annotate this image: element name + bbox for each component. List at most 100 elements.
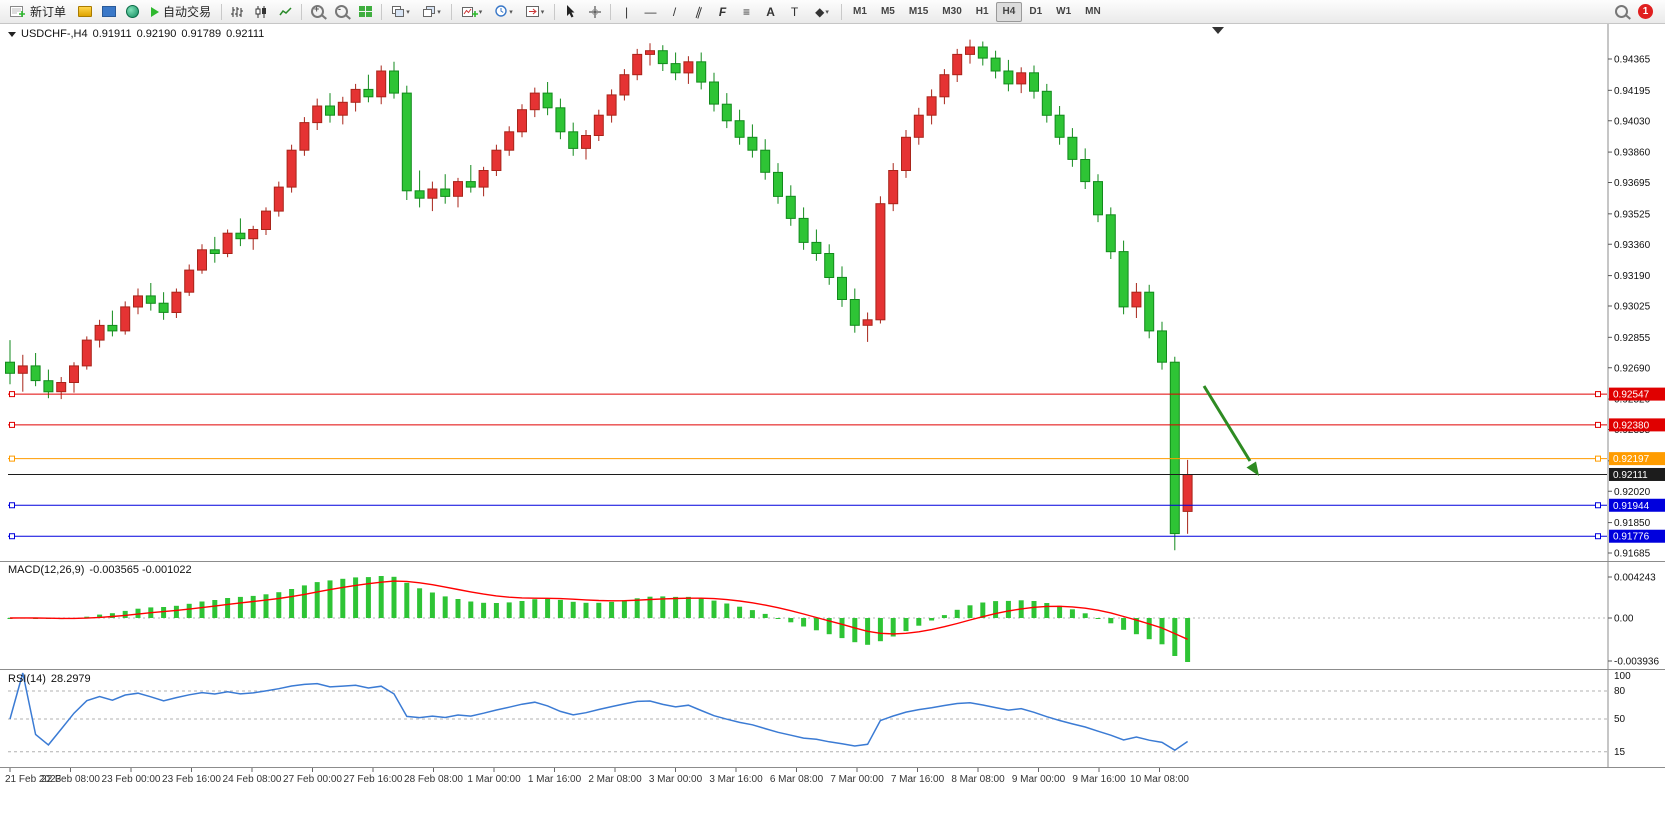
timeframe-m30-button[interactable]: M30 [935, 2, 968, 22]
text-button[interactable]: A [759, 2, 782, 22]
macd-bar [980, 602, 986, 618]
candlestick-icon [255, 5, 267, 18]
notification-badge[interactable]: 1 [1638, 4, 1653, 19]
macd-values: -0.003565 -0.001022 [89, 564, 192, 576]
channel-button[interactable]: ∥ [687, 2, 710, 22]
candle-body [1003, 70, 1014, 85]
candle-body [184, 269, 195, 293]
zoom-out-button[interactable]: - [330, 2, 353, 22]
line-chart-button[interactable] [274, 2, 297, 22]
timeframe-h1-button[interactable]: H1 [969, 2, 996, 22]
candle-body [529, 92, 540, 111]
chevron-down-icon: ▾ [406, 8, 410, 16]
ohlc-high: 0.92190 [136, 28, 177, 40]
line-handle[interactable] [1595, 502, 1601, 509]
ohlc-open: 0.91911 [92, 28, 132, 40]
label-button[interactable]: T [783, 2, 806, 22]
horizontal-line-button[interactable]: — [639, 2, 662, 22]
chart-shift-marker[interactable] [1212, 27, 1224, 34]
symbol-dropdown-icon[interactable] [8, 31, 16, 37]
candle-body [619, 74, 630, 96]
trend-arrow-object[interactable] [1202, 385, 1252, 462]
line-handle[interactable] [9, 533, 15, 540]
shapes-button[interactable]: ◆ ▾ [807, 2, 837, 22]
line-handle[interactable] [1595, 533, 1601, 540]
macd-signal-line [9, 580, 1188, 640]
candle-body [606, 94, 617, 116]
crosshair-button[interactable] [583, 2, 606, 22]
macd-bar [583, 602, 589, 618]
tile-windows-button[interactable] [354, 2, 377, 22]
macd-bar [161, 607, 167, 618]
cascade-windows-button[interactable]: ▾ [417, 2, 447, 22]
macd-bar [1069, 609, 1075, 618]
arrange-windows-button[interactable]: ▾ [386, 2, 416, 22]
timeframe-m15-button[interactable]: M15 [902, 2, 935, 22]
candle-body [43, 380, 54, 393]
price-tick-label: 0.93025 [1614, 302, 1651, 313]
line-handle[interactable] [1595, 421, 1601, 428]
time-tick-label: 27 Feb 16:00 [344, 774, 403, 785]
new-chart-button[interactable]: ▾ [456, 2, 488, 22]
timeframe-mn-button[interactable]: MN [1078, 2, 1108, 22]
vertical-line-button[interactable]: | [615, 2, 638, 22]
timeframe-d1-button[interactable]: D1 [1022, 2, 1049, 22]
zoom-out-icon: - [335, 5, 349, 18]
timeframe-m1-button[interactable]: M1 [846, 2, 874, 22]
trendline-button[interactable]: / [663, 2, 686, 22]
chevron-down-icon: ▾ [478, 8, 483, 16]
candle-body [773, 171, 783, 197]
candle-body [107, 324, 118, 332]
candle-body [888, 170, 899, 205]
profiles-button[interactable]: ▾ [489, 2, 519, 22]
price-line-label: 0.92111 [1609, 467, 1665, 481]
search-icon[interactable] [1615, 5, 1628, 18]
navigator-button[interactable] [121, 2, 144, 22]
candle-body [1144, 291, 1155, 332]
bar-chart-button[interactable] [226, 2, 249, 22]
candle-body [1041, 90, 1052, 116]
chart-shift-button[interactable]: ▾ [520, 2, 550, 22]
macd-bar [929, 618, 935, 621]
price-tick-label: 0.93860 [1614, 148, 1651, 159]
chart-symbol-label: USDCHF-,H4 0.91911 0.92190 0.91789 0.921… [8, 28, 264, 40]
timeframe-h4-button[interactable]: H4 [995, 1, 1023, 22]
candle-body [1067, 136, 1078, 160]
toolbar-separator [221, 3, 223, 20]
macd-bar [481, 602, 487, 618]
market-watch-button[interactable] [73, 2, 96, 22]
time-tick-label: 8 Mar 08:00 [951, 774, 1005, 785]
candle-body [542, 92, 553, 109]
macd-bar [493, 603, 499, 618]
auto-trading-button[interactable]: 自动交易 [145, 2, 217, 22]
candle-body [965, 46, 975, 55]
chevron-down-icon: ▾ [540, 8, 545, 16]
macd-bar [468, 601, 474, 618]
candle-body [17, 365, 28, 374]
price-scale[interactable]: 0.94365 0.94195 0.94030 0.93860 0.93695 0.935… [1608, 55, 1659, 759]
cycle-lines-button[interactable]: ≡ [735, 2, 758, 22]
candle-body [337, 101, 348, 116]
time-tick-label: 2 Mar 08:00 [588, 774, 642, 785]
candlestick-chart-button[interactable] [250, 2, 273, 22]
line-handle[interactable] [1595, 391, 1601, 398]
line-handle[interactable] [9, 455, 15, 462]
price-tick-label: 0.94030 [1614, 116, 1651, 127]
macd-bar [596, 602, 602, 618]
zoom-in-button[interactable]: + [306, 2, 329, 22]
candle-body [593, 114, 604, 136]
data-window-button[interactable] [97, 2, 120, 22]
line-handle[interactable] [1595, 455, 1601, 462]
timeframe-w1-button[interactable]: W1 [1049, 2, 1078, 22]
trend-arrow-head[interactable] [1246, 461, 1260, 477]
cursor-button[interactable] [559, 2, 582, 22]
timeframe-m5-button[interactable]: M5 [874, 2, 902, 22]
line-handle[interactable] [9, 502, 15, 509]
line-handle[interactable] [9, 391, 15, 398]
new-order-button[interactable]: 新订单 [4, 2, 72, 22]
macd-bar [852, 618, 858, 643]
fibonacci-button[interactable]: F [711, 2, 734, 22]
line-handle[interactable] [9, 421, 15, 428]
